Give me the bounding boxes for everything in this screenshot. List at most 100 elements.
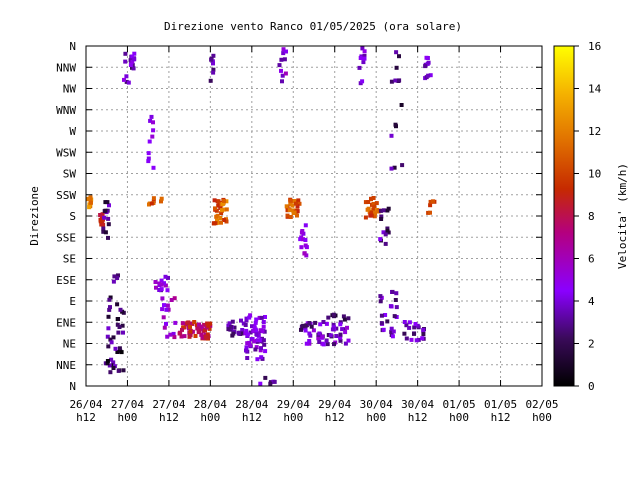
data-point: [159, 196, 164, 201]
data-point: [331, 325, 336, 330]
data-point: [261, 338, 266, 343]
data-point: [392, 165, 397, 170]
data-point: [195, 326, 200, 331]
data-point: [285, 213, 290, 218]
data-point: [146, 156, 151, 161]
data-point: [253, 320, 258, 325]
data-point: [116, 368, 121, 373]
data-point: [213, 206, 217, 211]
data-point: [132, 51, 137, 56]
data-point: [258, 381, 263, 386]
data-point: [157, 281, 162, 286]
data-point: [385, 226, 390, 231]
data-point: [414, 338, 419, 343]
data-point: [211, 70, 216, 75]
y-tick-label: NNW: [56, 61, 76, 74]
data-point: [149, 201, 154, 206]
data-point: [302, 251, 307, 256]
data-point: [179, 334, 184, 339]
data-point: [239, 318, 243, 323]
data-point: [407, 320, 412, 325]
y-tick-label: SW: [63, 168, 77, 181]
data-point: [203, 335, 208, 339]
data-point: [240, 331, 245, 336]
data-point: [245, 332, 250, 337]
data-point: [153, 280, 158, 284]
data-point: [132, 57, 137, 62]
y-tick-label: ESE: [56, 274, 76, 287]
data-point: [431, 199, 435, 204]
data-point: [98, 219, 103, 224]
data-point: [268, 381, 273, 386]
data-point: [340, 327, 345, 332]
data-point: [253, 327, 258, 332]
data-point: [253, 347, 258, 352]
data-point: [385, 319, 390, 324]
data-point: [299, 327, 303, 332]
data-point: [304, 323, 308, 328]
data-point: [288, 202, 293, 207]
data-point: [231, 331, 236, 336]
data-point: [413, 322, 418, 326]
y-tick-label: WNW: [56, 104, 76, 117]
data-point: [428, 73, 433, 78]
data-point: [393, 298, 398, 302]
x-tick-hour: h12: [408, 411, 428, 424]
data-point: [109, 340, 114, 345]
data-point: [199, 332, 204, 337]
data-point: [230, 319, 235, 324]
x-tick-date: 30/04: [360, 398, 393, 411]
data-point: [338, 332, 343, 337]
data-point: [321, 320, 326, 324]
data-point: [105, 200, 110, 205]
data-point: [389, 166, 394, 171]
data-point: [379, 217, 384, 221]
data-point: [122, 77, 126, 82]
data-point: [324, 338, 329, 343]
data-point: [317, 331, 322, 336]
data-point: [369, 196, 373, 201]
data-point: [260, 329, 265, 334]
data-point: [215, 218, 219, 223]
data-point: [357, 65, 362, 70]
data-point: [162, 281, 166, 286]
data-point: [224, 217, 228, 222]
data-point: [307, 321, 312, 325]
y-axis-label: Direzione: [28, 186, 41, 246]
data-point: [107, 297, 112, 302]
data-point: [126, 80, 131, 85]
data-point: [232, 325, 237, 330]
data-point: [107, 307, 112, 312]
data-point: [130, 59, 135, 64]
data-point: [394, 305, 399, 310]
data-point: [98, 213, 103, 217]
data-point: [219, 208, 224, 213]
data-point: [392, 314, 397, 319]
data-point: [166, 307, 171, 312]
data-point: [259, 346, 263, 351]
data-point: [243, 323, 248, 327]
x-axis-ticks: 26/04h1227/04h0027/04h1228/04h0028/04h12…: [69, 46, 559, 424]
data-point: [220, 201, 225, 206]
data-point: [416, 337, 421, 342]
data-point: [244, 345, 249, 350]
data-point: [211, 221, 216, 226]
data-point: [118, 307, 123, 312]
data-point: [245, 341, 250, 346]
data-point: [160, 307, 165, 312]
data-point: [107, 363, 112, 368]
data-point: [116, 330, 121, 335]
data-point: [247, 343, 252, 348]
data-point: [334, 334, 339, 338]
x-tick-date: 27/04: [152, 398, 185, 411]
data-point: [151, 120, 155, 125]
data-point: [208, 78, 213, 83]
data-point: [121, 330, 125, 335]
data-point: [317, 340, 322, 344]
data-point: [244, 316, 249, 321]
data-point: [218, 216, 223, 220]
data-point: [389, 326, 394, 331]
data-point: [362, 53, 367, 58]
x-tick-hour: h00: [449, 411, 469, 424]
